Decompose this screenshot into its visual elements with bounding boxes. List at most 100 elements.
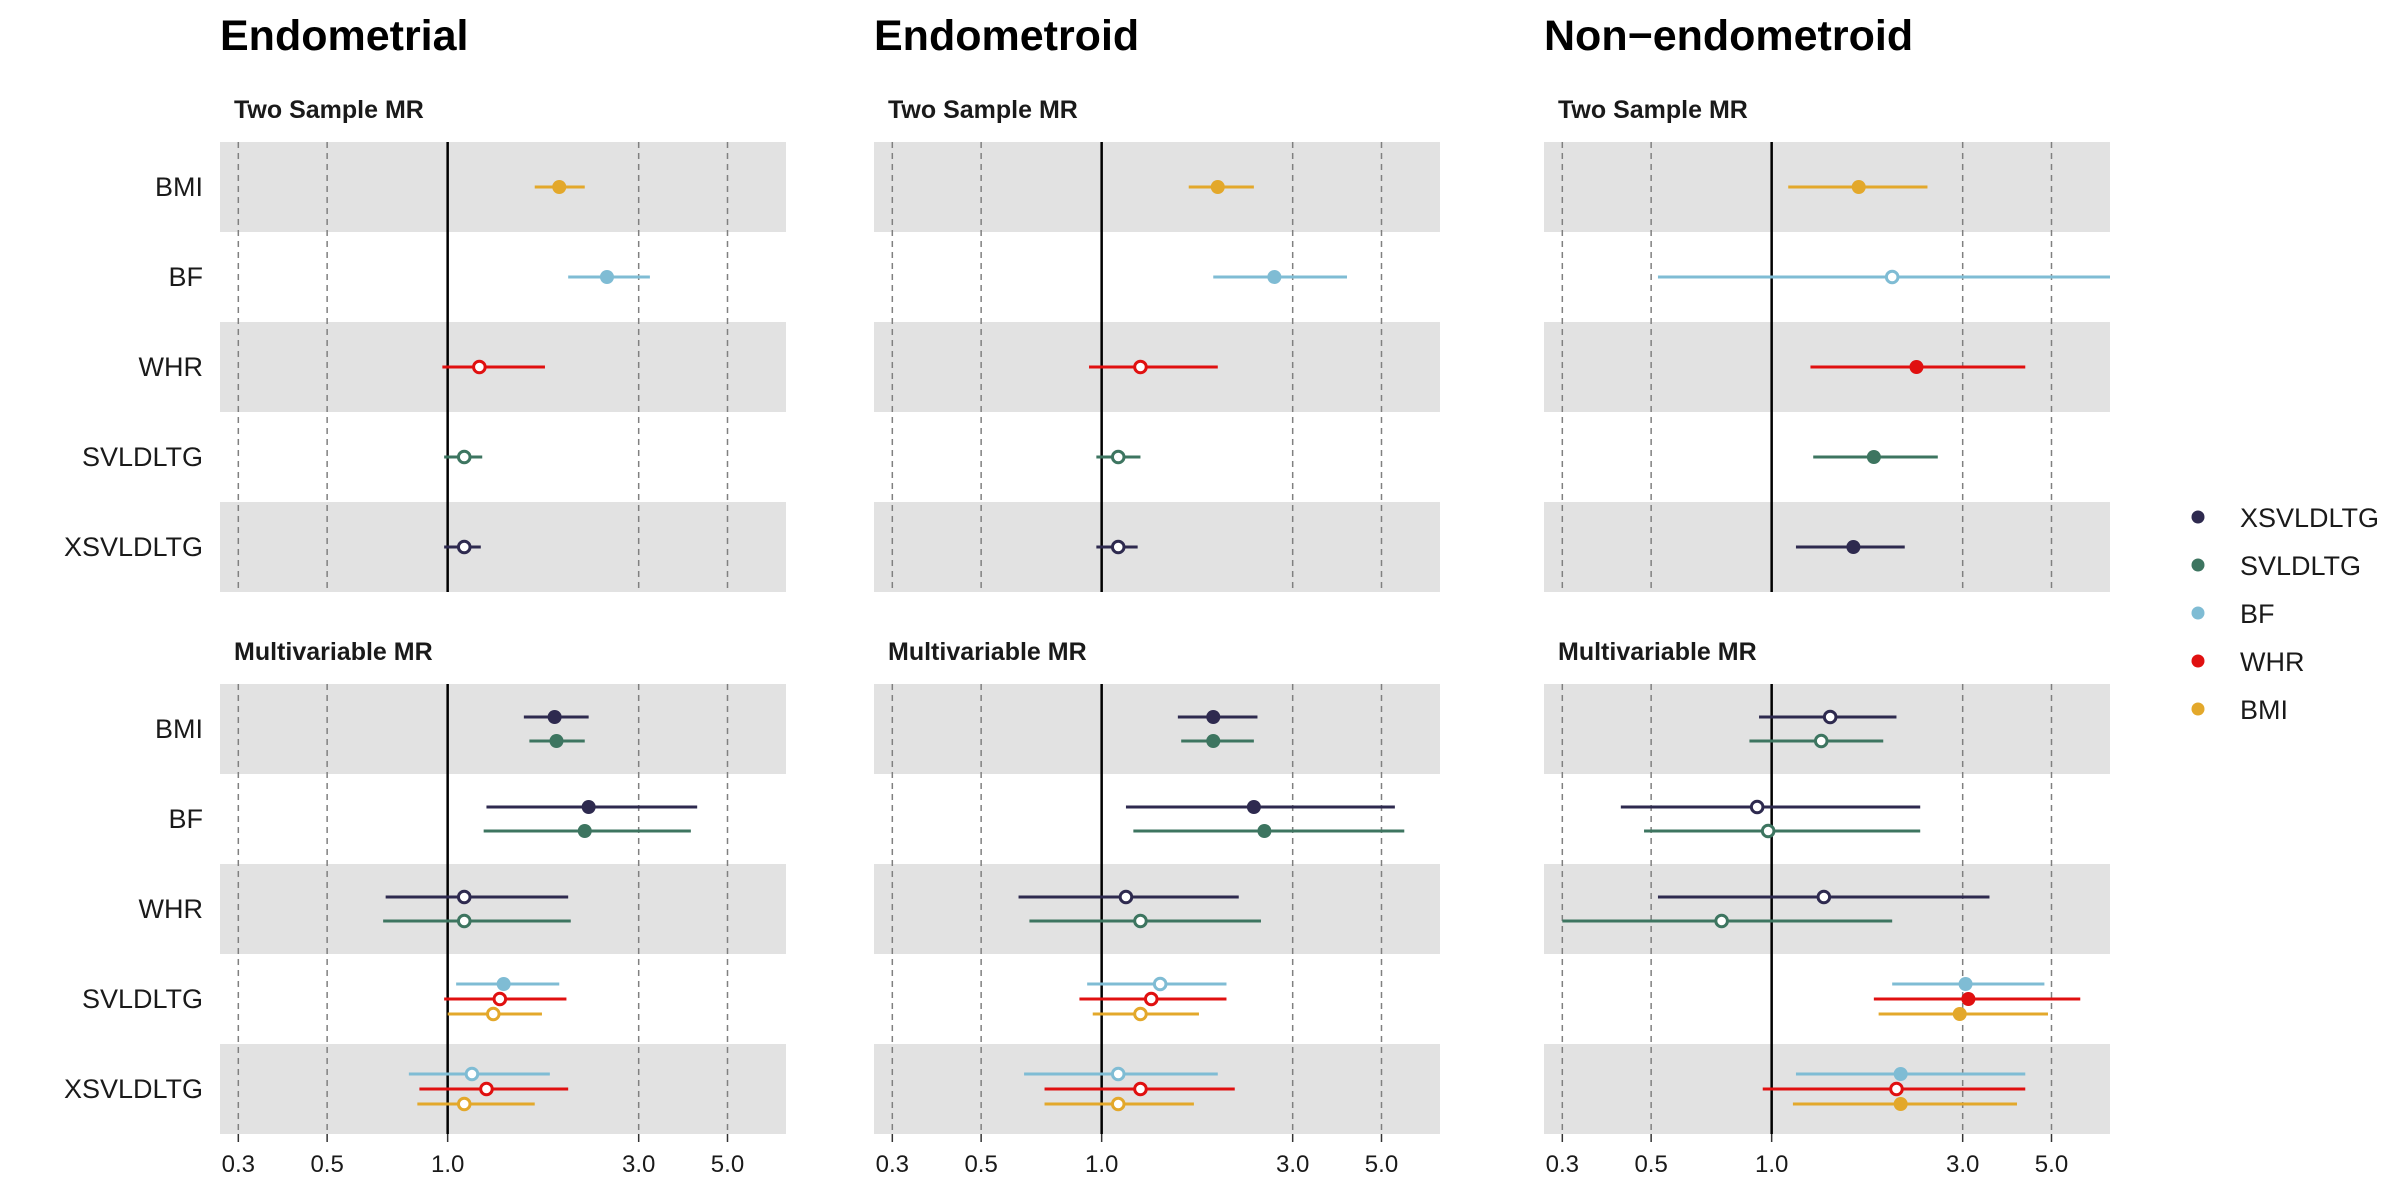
- estimate-point-bf-svldltg: [1257, 824, 1272, 838]
- x-tick-label: 1.0: [431, 1151, 464, 1178]
- estimate-point-xsvldltg-bf: [464, 1066, 480, 1082]
- estimate-point-xsvldltg-bmi: [1110, 1096, 1126, 1112]
- x-tick-label: 3.0: [622, 1151, 655, 1178]
- row-stripe: [874, 502, 1440, 592]
- row-stripe: [1544, 684, 2110, 774]
- panel-endometrial-multivariable-mr: [220, 684, 786, 1134]
- estimate-point-svldltg-bf: [1958, 977, 1973, 991]
- legend-label-xsvldltg: XSVLDLTG: [2240, 503, 2379, 533]
- estimate-point-svldltg-svldltg: [1110, 449, 1126, 465]
- estimate-point-svldltg-svldltg: [456, 449, 472, 465]
- estimate-point-svldltg-bmi: [1133, 1006, 1148, 1022]
- legend-label-svldltg: SVLDLTG: [2240, 551, 2361, 581]
- legend-key-xsvldltg: [2191, 510, 2205, 524]
- estimate-point-bf-bf: [599, 270, 614, 284]
- estimate-point-whr-svldltg: [1714, 913, 1729, 929]
- x-tick-label: 0.3: [1546, 1151, 1579, 1178]
- legend: XSVLDLTG SVLDLTG BF WHR BMI: [2191, 503, 2379, 725]
- row-label-multivariable-mr-whr: WHR: [139, 894, 203, 924]
- legend-label-whr: WHR: [2240, 647, 2304, 677]
- panel-title-endometrial-multivariable-mr: Multivariable MR: [234, 638, 433, 666]
- estimate-point-bf-xsvldltg: [1749, 799, 1765, 815]
- row-label-two-sample-mr-bf: BF: [168, 262, 203, 292]
- column-title-non-endometroid: Non−endometroid: [1544, 12, 1913, 60]
- estimate-point-bf-xsvldltg: [581, 800, 596, 814]
- panel-non-endometroid-two-sample-mr: [1544, 142, 2110, 592]
- panel-title-endometroid-multivariable-mr: Multivariable MR: [888, 638, 1087, 666]
- estimate-point-bf-svldltg: [1760, 823, 1776, 839]
- legend-key-svldltg: [2191, 558, 2205, 572]
- row-stripe: [220, 684, 786, 774]
- row-label-multivariable-mr-xsvldltg: XSVLDLTG: [64, 1074, 203, 1104]
- x-tick-label: 5.0: [1365, 1151, 1398, 1178]
- panel-endometroid-multivariable-mr: [874, 684, 1440, 1134]
- estimate-point-svldltg-svldltg: [1866, 450, 1881, 464]
- x-tick-label: 5.0: [2035, 1151, 2068, 1178]
- panel-title-non-endometroid-multivariable-mr: Multivariable MR: [1558, 638, 1757, 666]
- estimate-point-bf-svldltg: [577, 824, 592, 838]
- column-title-endometrial: Endometrial: [220, 12, 469, 60]
- estimate-point-xsvldltg-xsvldltg: [456, 539, 472, 555]
- row-label-multivariable-mr-svldltg: SVLDLTG: [82, 984, 203, 1014]
- row-label-two-sample-mr-svldltg: SVLDLTG: [82, 442, 203, 472]
- x-tick-label: 3.0: [1946, 1151, 1979, 1178]
- panel-endometrial-two-sample-mr: [220, 142, 786, 592]
- estimate-point-whr-whr: [1909, 360, 1924, 374]
- estimate-point-xsvldltg-bmi: [456, 1096, 472, 1112]
- x-tick-label: 1.0: [1085, 1151, 1118, 1178]
- row-label-multivariable-mr-bf: BF: [168, 804, 203, 834]
- estimate-point-whr-whr: [1133, 359, 1148, 375]
- estimate-point-bf-bf: [1267, 270, 1282, 284]
- estimate-point-bmi-bmi: [1851, 180, 1866, 194]
- legend-label-bmi: BMI: [2240, 695, 2288, 725]
- estimate-point-bmi-bmi: [552, 180, 567, 194]
- estimate-point-whr-xsvldltg: [1118, 889, 1134, 905]
- estimate-point-bmi-svldltg: [1206, 734, 1221, 748]
- x-tick-label: 1.0: [1755, 1151, 1788, 1178]
- estimate-point-svldltg-whr: [1143, 991, 1159, 1007]
- x-tick-label: 0.3: [222, 1151, 255, 1178]
- estimate-point-svldltg-bf: [496, 977, 511, 991]
- estimate-point-xsvldltg-whr: [479, 1081, 494, 1097]
- estimate-point-bmi-svldltg: [549, 734, 564, 748]
- panel-title-endometrial-two-sample-mr: Two Sample MR: [234, 96, 424, 124]
- estimate-point-xsvldltg-bf: [1110, 1066, 1126, 1082]
- row-stripe: [1544, 864, 2110, 954]
- row-stripe: [220, 142, 786, 232]
- panel-non-endometroid-multivariable-mr: [1544, 684, 2110, 1134]
- estimate-point-xsvldltg-whr: [1133, 1081, 1148, 1097]
- estimate-point-whr-xsvldltg: [1816, 889, 1832, 905]
- row-stripe: [874, 684, 1440, 774]
- estimate-point-bmi-xsvldltg: [547, 710, 562, 724]
- estimate-point-svldltg-bmi: [485, 1006, 501, 1022]
- column-title-endometroid: Endometroid: [874, 12, 1139, 60]
- estimate-point-bmi-bmi: [1210, 180, 1225, 194]
- x-tick-label: 0.5: [310, 1151, 343, 1178]
- estimate-point-whr-xsvldltg: [456, 889, 472, 905]
- estimate-point-svldltg-whr: [1961, 992, 1976, 1006]
- x-tick-label: 5.0: [711, 1151, 744, 1178]
- row-stripe: [874, 142, 1440, 232]
- estimate-point-bf-bf: [1884, 269, 1900, 285]
- estimate-point-xsvldltg-bf: [1893, 1067, 1908, 1081]
- estimate-point-bmi-xsvldltg: [1822, 709, 1838, 725]
- legend-key-bmi: [2191, 702, 2205, 716]
- estimate-point-xsvldltg-bmi: [1893, 1097, 1908, 1111]
- estimate-point-bmi-xsvldltg: [1206, 710, 1221, 724]
- x-tick-label: 0.3: [876, 1151, 909, 1178]
- legend-key-bf: [2191, 606, 2205, 620]
- estimate-point-xsvldltg-xsvldltg: [1110, 539, 1126, 555]
- estimate-point-whr-svldltg: [456, 913, 472, 929]
- panel-title-endometroid-two-sample-mr: Two Sample MR: [888, 96, 1078, 124]
- row-stripe: [220, 502, 786, 592]
- row-label-two-sample-mr-whr: WHR: [139, 352, 203, 382]
- row-stripe: [220, 864, 786, 954]
- panel-endometroid-two-sample-mr: [874, 142, 1440, 592]
- estimate-point-svldltg-bf: [1152, 976, 1168, 992]
- estimate-point-svldltg-bmi: [1952, 1007, 1967, 1021]
- estimate-point-whr-svldltg: [1133, 913, 1148, 929]
- legend-key-whr: [2191, 654, 2205, 668]
- row-label-multivariable-mr-bmi: BMI: [155, 714, 203, 744]
- row-label-two-sample-mr-xsvldltg: XSVLDLTG: [64, 532, 203, 562]
